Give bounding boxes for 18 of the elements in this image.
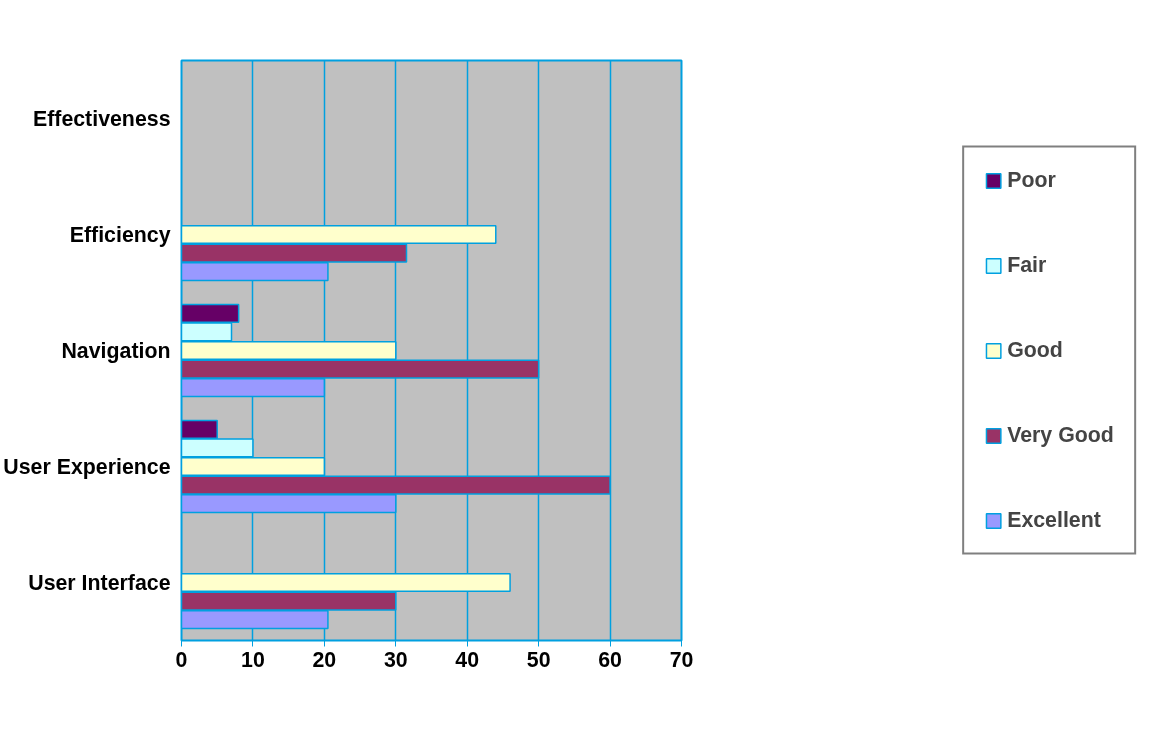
y-tick-label: User Interface <box>28 570 171 595</box>
y-tick-label: Navigation <box>61 338 171 363</box>
y-tick-label: Efficiency <box>69 222 171 247</box>
x-tick-label: 10 <box>241 647 265 672</box>
x-tick-label: 60 <box>598 647 622 672</box>
legend-label: Fair <box>1007 252 1047 278</box>
y-tick-label: Effectiveness <box>32 106 171 131</box>
x-tick-label: 50 <box>526 647 551 672</box>
legend-label: Excellent <box>1007 507 1101 533</box>
x-tick-label: 20 <box>312 647 337 672</box>
x-tick-label: 30 <box>383 647 408 672</box>
legend-label: Very Good <box>1007 422 1114 448</box>
legend-label: Poor <box>1007 167 1056 193</box>
x-tick-label: 0 <box>175 647 188 672</box>
x-tick-label: 40 <box>455 647 480 672</box>
y-tick-label: User Experience <box>3 454 171 479</box>
x-tick-label: 70 <box>669 647 694 672</box>
legend-label: Good <box>1007 337 1063 363</box>
